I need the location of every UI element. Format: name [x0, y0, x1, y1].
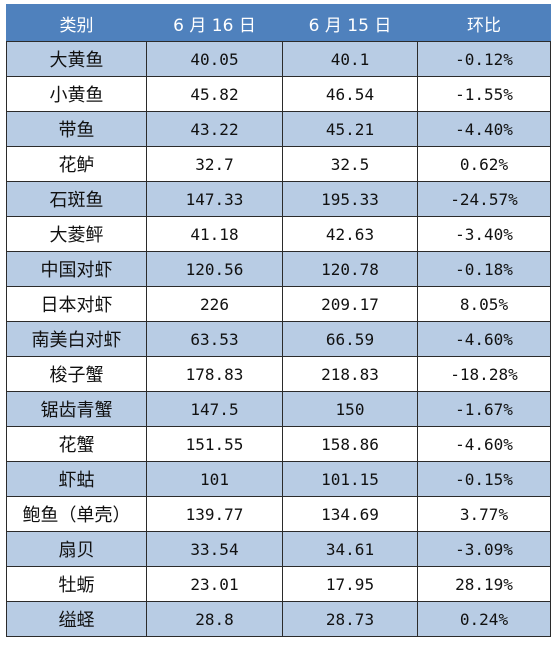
price-jun16-cell: 40.05 [146, 41, 283, 77]
price-jun16-cell: 63.53 [146, 321, 283, 357]
table-row: 小黄鱼 45.82 46.54 -1.55% [6, 76, 551, 112]
price-jun16-cell: 32.7 [146, 146, 283, 182]
price-jun15-cell: 17.95 [282, 566, 418, 602]
change-cell: -4.40% [417, 111, 551, 147]
price-jun15-cell: 40.1 [282, 41, 418, 77]
price-jun15-cell: 150 [282, 391, 418, 427]
category-cell: 鲍鱼（单壳） [6, 496, 147, 532]
category-cell: 石斑鱼 [6, 181, 147, 217]
change-cell: -0.12% [417, 41, 551, 77]
table-row: 花鲈 32.7 32.5 0.62% [6, 146, 551, 182]
category-cell: 小黄鱼 [6, 76, 147, 112]
table-row: 锯齿青蟹 147.5 150 -1.67% [6, 391, 551, 427]
category-cell: 牡蛎 [6, 566, 147, 602]
category-cell: 带鱼 [6, 111, 147, 147]
table-row: 石斑鱼 147.33 195.33 -24.57% [6, 181, 551, 217]
price-jun16-cell: 151.55 [146, 426, 283, 462]
category-cell: 花蟹 [6, 426, 147, 462]
table-row: 缢蛏 28.8 28.73 0.24% [6, 601, 551, 637]
header-date-jun15: 6 月 15 日 [282, 4, 418, 42]
price-jun15-cell: 120.78 [282, 251, 418, 287]
change-cell: -4.60% [417, 426, 551, 462]
price-jun16-cell: 43.22 [146, 111, 283, 147]
price-jun16-cell: 101 [146, 461, 283, 497]
price-jun15-cell: 32.5 [282, 146, 418, 182]
header-row: 类别 6 月 16 日 6 月 15 日 环比 [6, 4, 551, 42]
change-cell: -1.67% [417, 391, 551, 427]
price-jun15-cell: 34.61 [282, 531, 418, 567]
price-jun16-cell: 45.82 [146, 76, 283, 112]
price-jun15-cell: 101.15 [282, 461, 418, 497]
change-cell: 0.24% [417, 601, 551, 637]
category-cell: 南美白对虾 [6, 321, 147, 357]
change-cell: -3.09% [417, 531, 551, 567]
change-cell: 28.19% [417, 566, 551, 602]
header-date-jun16: 6 月 16 日 [146, 4, 283, 42]
category-cell: 扇贝 [6, 531, 147, 567]
table-row: 鲍鱼（单壳） 139.77 134.69 3.77% [6, 496, 551, 532]
category-cell: 梭子蟹 [6, 356, 147, 392]
category-cell: 大黄鱼 [6, 41, 147, 77]
table-row: 日本对虾 226 209.17 8.05% [6, 286, 551, 322]
price-jun15-cell: 158.86 [282, 426, 418, 462]
table-row: 梭子蟹 178.83 218.83 -18.28% [6, 356, 551, 392]
price-jun16-cell: 33.54 [146, 531, 283, 567]
header-category: 类别 [6, 4, 147, 42]
price-jun15-cell: 45.21 [282, 111, 418, 147]
category-cell: 锯齿青蟹 [6, 391, 147, 427]
change-cell: 8.05% [417, 286, 551, 322]
price-jun16-cell: 147.5 [146, 391, 283, 427]
change-cell: 0.62% [417, 146, 551, 182]
category-cell: 虾蛄 [6, 461, 147, 497]
price-jun16-cell: 147.33 [146, 181, 283, 217]
price-jun16-cell: 120.56 [146, 251, 283, 287]
change-cell: -18.28% [417, 356, 551, 392]
category-cell: 日本对虾 [6, 286, 147, 322]
change-cell: 3.77% [417, 496, 551, 532]
price-jun15-cell: 209.17 [282, 286, 418, 322]
price-jun15-cell: 134.69 [282, 496, 418, 532]
table-row: 南美白对虾 63.53 66.59 -4.60% [6, 321, 551, 357]
table-row: 大菱鲆 41.18 42.63 -3.40% [6, 216, 551, 252]
price-jun16-cell: 139.77 [146, 496, 283, 532]
price-jun15-cell: 46.54 [282, 76, 418, 112]
category-cell: 大菱鲆 [6, 216, 147, 252]
price-comparison-table: 类别 6 月 16 日 6 月 15 日 环比 大黄鱼 40.05 40.1 -… [6, 4, 551, 637]
table-row: 虾蛄 101 101.15 -0.15% [6, 461, 551, 497]
price-jun15-cell: 28.73 [282, 601, 418, 637]
change-cell: -24.57% [417, 181, 551, 217]
header-change: 环比 [417, 4, 551, 42]
table-row: 花蟹 151.55 158.86 -4.60% [6, 426, 551, 462]
table-row: 带鱼 43.22 45.21 -4.40% [6, 111, 551, 147]
category-cell: 缢蛏 [6, 601, 147, 637]
table-row: 扇贝 33.54 34.61 -3.09% [6, 531, 551, 567]
price-jun15-cell: 66.59 [282, 321, 418, 357]
change-cell: -0.15% [417, 461, 551, 497]
price-jun16-cell: 28.8 [146, 601, 283, 637]
category-cell: 花鲈 [6, 146, 147, 182]
table-row: 中国对虾 120.56 120.78 -0.18% [6, 251, 551, 287]
price-jun15-cell: 218.83 [282, 356, 418, 392]
table-row: 大黄鱼 40.05 40.1 -0.12% [6, 41, 551, 77]
category-cell: 中国对虾 [6, 251, 147, 287]
change-cell: -1.55% [417, 76, 551, 112]
price-jun16-cell: 226 [146, 286, 283, 322]
table-row: 牡蛎 23.01 17.95 28.19% [6, 566, 551, 602]
price-jun16-cell: 23.01 [146, 566, 283, 602]
price-jun15-cell: 42.63 [282, 216, 418, 252]
table-body: 大黄鱼 40.05 40.1 -0.12% 小黄鱼 45.82 46.54 -1… [6, 41, 551, 637]
change-cell: -0.18% [417, 251, 551, 287]
table-header: 类别 6 月 16 日 6 月 15 日 环比 [6, 4, 551, 42]
price-jun15-cell: 195.33 [282, 181, 418, 217]
change-cell: -3.40% [417, 216, 551, 252]
price-jun16-cell: 41.18 [146, 216, 283, 252]
price-jun16-cell: 178.83 [146, 356, 283, 392]
change-cell: -4.60% [417, 321, 551, 357]
